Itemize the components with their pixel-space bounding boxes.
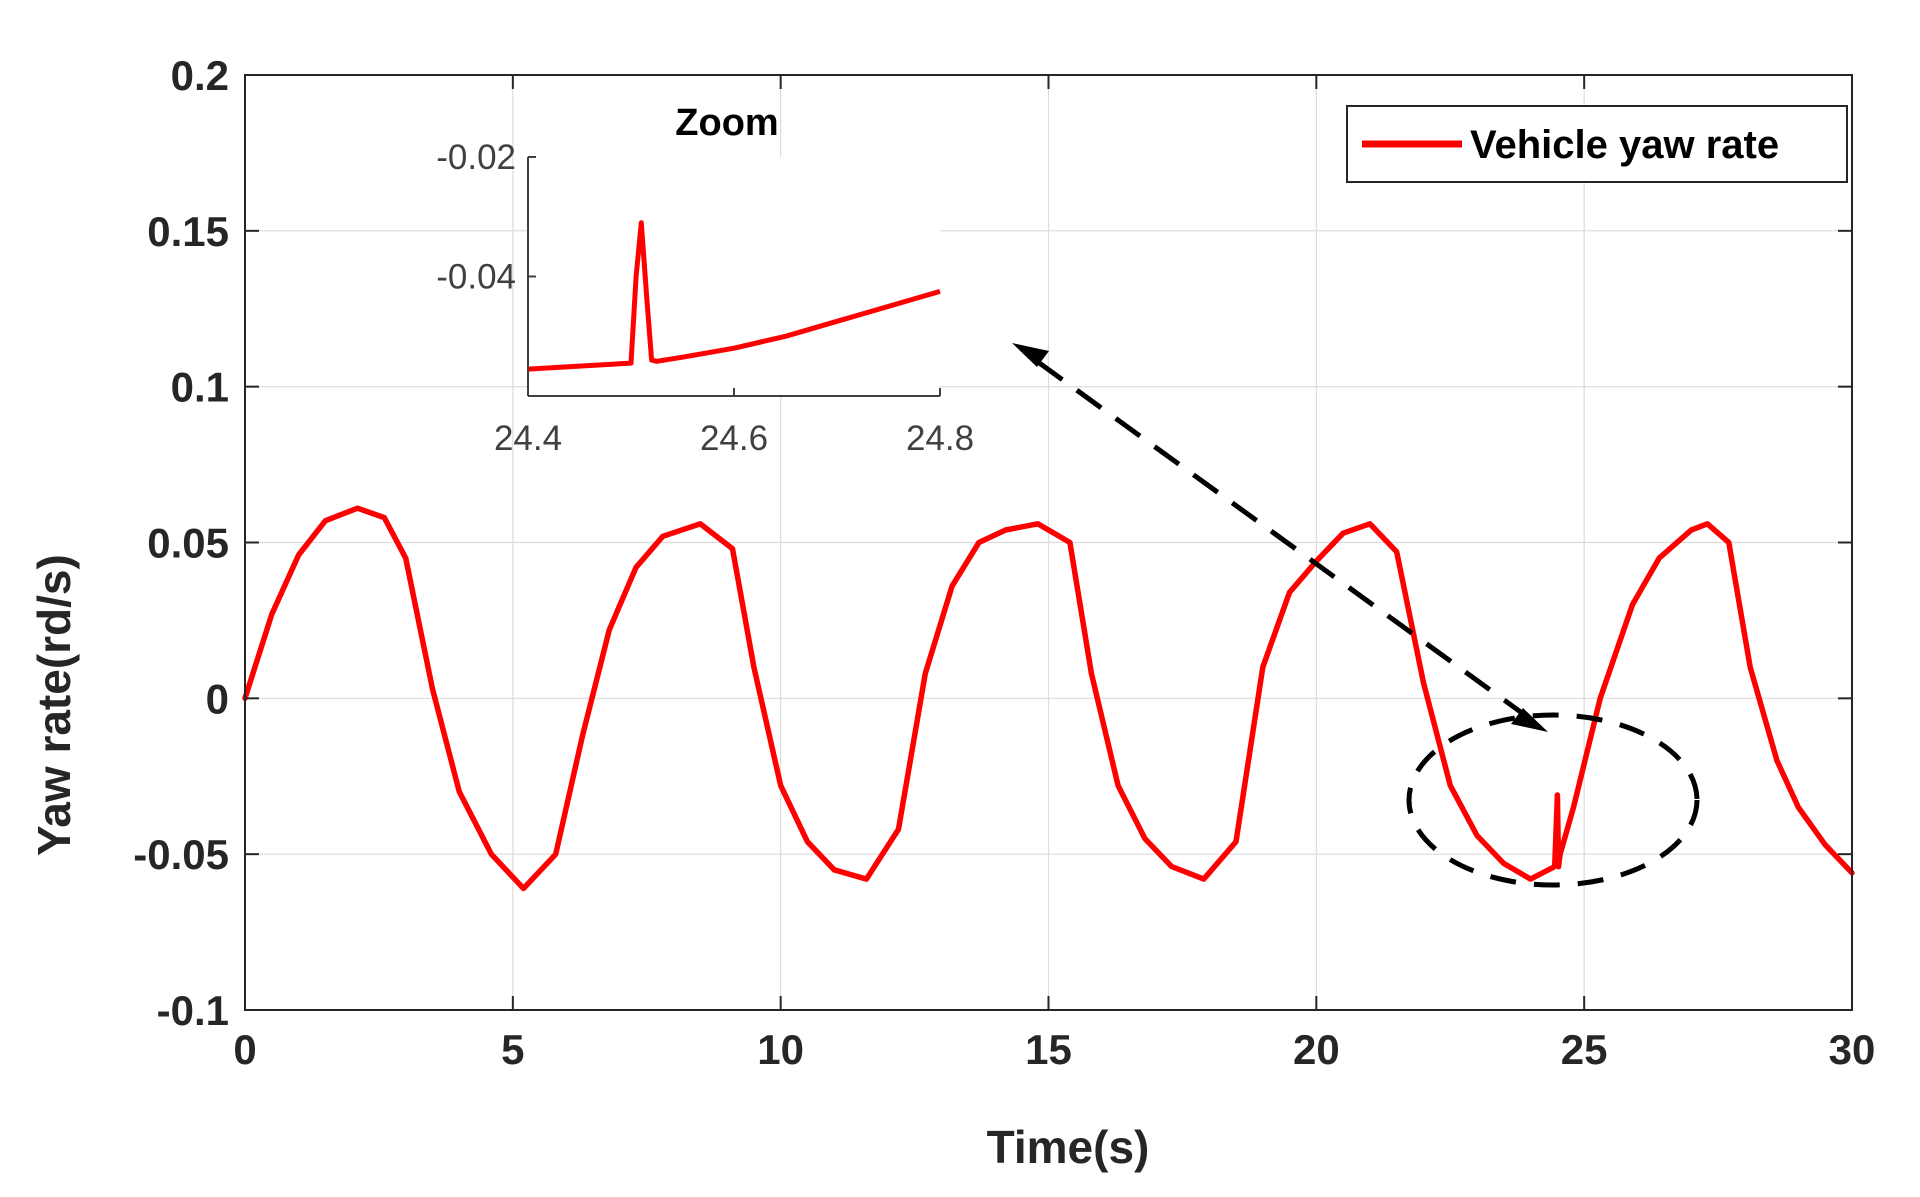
highlight-ellipse <box>1406 712 1700 888</box>
inset-series <box>527 220 941 372</box>
y-axis-label: Yaw rate(rd/s) <box>28 554 80 856</box>
y-tick-label-neg0p05: -0.05 <box>133 831 229 878</box>
y-tick-label-0p2: 0.2 <box>171 52 229 99</box>
x-tick-label-15: 15 <box>1025 1026 1072 1073</box>
inset-y-tick-label-neg0p04: -0.04 <box>436 258 516 297</box>
main-axes-frame <box>244 74 1853 1011</box>
zoom-arrow-line <box>1036 359 1524 716</box>
inset-y-tick-label-neg0p02: -0.02 <box>436 138 516 177</box>
x-tick-label-25: 25 <box>1561 1026 1608 1073</box>
inset-title: Zoom <box>675 102 778 144</box>
inset-x-tick-label-24p6: 24.6 <box>700 419 768 458</box>
x-tick-label-5: 5 <box>501 1026 524 1073</box>
y-tick-label-0: 0 <box>206 675 229 722</box>
inset-series-line-vehicle-yaw-rate <box>527 220 941 372</box>
inset-x-tick-label-24p4: 24.4 <box>494 419 562 458</box>
zoom-annotation <box>1012 343 1700 888</box>
y-tick-label-0p1: 0.1 <box>171 364 229 411</box>
x-tick-label-0: 0 <box>233 1026 256 1073</box>
main-tick-labels: 0 5 10 15 20 25 30 -0.1 -0.05 0 0.05 0.1 0.15 0.2 <box>133 52 1875 1073</box>
zoom-arrowhead-ellipse <box>1511 708 1548 732</box>
y-tick-label-0p05: 0.05 <box>147 520 229 567</box>
x-tick-label-20: 20 <box>1293 1026 1340 1073</box>
main-series <box>242 505 1855 892</box>
inset-background <box>528 157 940 396</box>
y-tick-label-neg0p1: -0.1 <box>157 987 229 1034</box>
legend: Vehicle yaw rate <box>1346 105 1848 183</box>
series-line-vehicle-yaw-rate <box>242 505 1855 892</box>
inset-zoom: 24.4 24.6 24.8 -0.04 -0.02 Zoom <box>436 102 974 458</box>
legend-label-vehicle-yaw-rate: Vehicle yaw rate <box>1470 123 1779 167</box>
x-axis-label: Time(s) <box>987 1121 1150 1173</box>
x-tick-label-10: 10 <box>757 1026 804 1073</box>
y-tick-label-0p15: 0.15 <box>147 208 229 255</box>
inset-tick-labels: 24.4 24.6 24.8 -0.04 -0.02 <box>436 138 974 458</box>
inset-x-tick-label-24p8: 24.8 <box>906 419 974 458</box>
x-tick-label-30: 30 <box>1829 1026 1876 1073</box>
zoom-arrowhead-inset <box>1012 343 1049 367</box>
inset-axes-frame <box>527 156 941 397</box>
